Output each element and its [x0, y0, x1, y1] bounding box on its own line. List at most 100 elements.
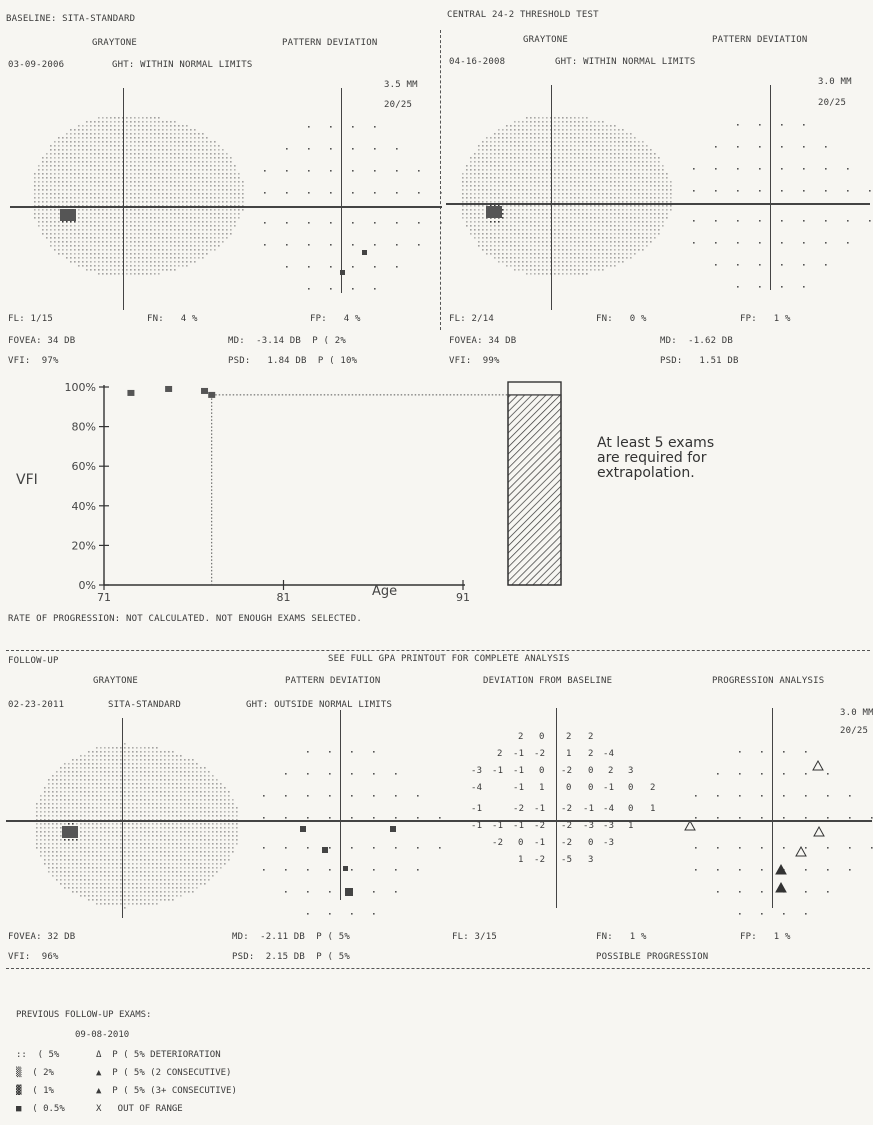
vfi-current-bar: [507, 394, 562, 586]
exam1-fn: FN: 4 %: [147, 314, 198, 324]
vfi-y-tick-label: 80%: [72, 421, 96, 434]
deviation-value: -1: [513, 821, 525, 831]
deviation-value: -3: [603, 838, 615, 848]
deviation-value: 0: [628, 783, 634, 793]
exam1-fp: FP: 4 %: [310, 314, 361, 324]
followup-psd: PSD: 2.15 DB P ( 5%: [232, 952, 350, 962]
followup-deviation-label: DEVIATION FROM BASELINE: [483, 676, 613, 686]
exam1-pattern-deviation: [264, 126, 442, 290]
vfi-ylabel: VFI: [16, 472, 38, 488]
deviation-value: 3: [628, 766, 634, 776]
legend-date: 09-08-2010: [75, 1030, 130, 1040]
vfi-y-tick-label: 20%: [72, 539, 96, 552]
exam1-date: 03-09-2006: [8, 60, 65, 70]
legend-progression-item: ▲ P ( 5% (2 CONSECUTIVE): [96, 1068, 232, 1078]
deviation-value: 2: [497, 749, 503, 759]
deviation-value: -1: [513, 783, 525, 793]
vfi-xlabel: Age: [372, 584, 398, 599]
deviation-value: -1: [534, 838, 546, 848]
legend-probability-item: :: ( 5%: [16, 1050, 60, 1060]
deviation-value: -4: [603, 749, 615, 759]
followup-fp: FP: 1 %: [740, 932, 791, 942]
exam2-psd: PSD: 1.51 DB: [660, 356, 739, 366]
exam2-pattern-label: PATTERN DEVIATION: [712, 35, 808, 45]
deviation-value: 1: [566, 749, 572, 759]
progression-triangle-icon: [812, 759, 824, 771]
exam1-graytone-label: GRAYTONE: [92, 38, 137, 48]
rate-of-progression: RATE OF PROGRESSION: NOT CALCULATED. NOT…: [8, 614, 362, 624]
legend-probability-item: ■ ( 0.5%: [16, 1104, 65, 1114]
deviation-value: 2: [588, 732, 594, 742]
exam2-fn: FN: 0 %: [596, 314, 647, 324]
test-header: CENTRAL 24-2 THRESHOLD TEST: [447, 10, 599, 20]
followup-pattern-label: PATTERN DEVIATION: [285, 676, 381, 686]
vfi-y-tick-label: 100%: [65, 381, 96, 394]
followup-vfi: VFI: 96%: [8, 952, 59, 962]
progression-status: POSSIBLE PROGRESSION: [596, 952, 709, 962]
followup-fn: FN: 1 %: [596, 932, 647, 942]
followup-va: 20/25: [840, 726, 869, 736]
deviation-value: 1: [539, 783, 545, 793]
followup-deviation-vaxis: [556, 708, 558, 908]
progression-triangle-icon: [795, 845, 807, 857]
followup-horizontal-axis: [6, 820, 872, 822]
blind-spot-mark: [486, 206, 502, 218]
exam2-date: 04-16-2008: [449, 57, 506, 67]
exam2-pattern-deviation: [693, 124, 871, 288]
deviation-value: -3: [603, 821, 615, 831]
exam2-fp: FP: 1 %: [740, 314, 791, 324]
deviation-value: -2: [534, 855, 546, 865]
deviation-value: 2: [608, 766, 614, 776]
followup-md: MD: -2.11 DB P ( 5%: [232, 932, 350, 942]
followup-bottom-rule: [6, 968, 870, 969]
deviation-value: -1: [471, 804, 483, 814]
deviation-value: -2: [561, 838, 573, 848]
legend-probability-item: ▒ ( 2%: [16, 1068, 54, 1078]
followup-fl: FL: 3/15: [452, 932, 497, 942]
deviation-value: 0: [588, 783, 594, 793]
followup-progression-label: PROGRESSION ANALYSIS: [712, 676, 825, 686]
significant-point-mark: [345, 888, 353, 896]
deviation-value: -1: [583, 804, 595, 814]
deviation-value: 0: [588, 766, 594, 776]
significant-point-mark: [362, 250, 367, 255]
significant-point-mark: [390, 826, 396, 832]
exam1-fovea: FOVEA: 34 DB: [8, 336, 76, 346]
exam1-graytone-vaxis: [123, 88, 125, 310]
deviation-value: -2: [561, 766, 573, 776]
vfi-x-tick-label: 81: [277, 591, 291, 604]
exam1-horizontal-axis: [10, 206, 442, 208]
vfi-y-tick-label: 60%: [72, 460, 96, 473]
vfi-x-tick-label: 71: [97, 591, 111, 604]
deviation-value: 1: [628, 821, 634, 831]
exam-divider: [440, 30, 441, 330]
deviation-value: -1: [471, 821, 483, 831]
deviation-value: -2: [561, 804, 573, 814]
deviation-value: 0: [588, 838, 594, 848]
blind-spot-mark: [62, 826, 78, 838]
exam1-pattern-label: PATTERN DEVIATION: [282, 38, 378, 48]
vfi-y-tick-label: 40%: [72, 500, 96, 513]
deviation-value: -1: [513, 749, 525, 759]
deviation-value: -1: [492, 766, 504, 776]
exam1-psd: PSD: 1.84 DB P ( 10%: [228, 356, 358, 366]
vfi-y-tick-label: 0%: [79, 579, 96, 592]
followup-ght: GHT: OUTSIDE NORMAL LIMITS: [246, 700, 393, 710]
legend-progression-item: X OUT OF RANGE: [96, 1104, 183, 1114]
deviation-value: 0: [566, 783, 572, 793]
exam2-va: 20/25: [818, 98, 847, 108]
exam2-graytone-label: GRAYTONE: [523, 35, 568, 45]
progression-triangle-icon: [813, 825, 825, 837]
extrapolation-note: At least 5 exams are required for extrap…: [597, 435, 715, 481]
exam1-vfi: VFI: 97%: [8, 356, 59, 366]
legend-progression-item: ▲ P ( 5% (3+ CONSECUTIVE): [96, 1086, 237, 1096]
deviation-value: -5: [561, 855, 573, 865]
vfi-data-point: [201, 387, 209, 394]
followup-graytone-label: GRAYTONE: [93, 676, 138, 686]
see-full-gpa: SEE FULL GPA PRINTOUT FOR COMPLETE ANALY…: [328, 654, 570, 664]
deviation-value: -1: [513, 766, 525, 776]
deviation-value: 2: [588, 749, 594, 759]
significant-point-mark: [343, 866, 348, 871]
followup-title: FOLLOW-UP: [8, 656, 59, 666]
